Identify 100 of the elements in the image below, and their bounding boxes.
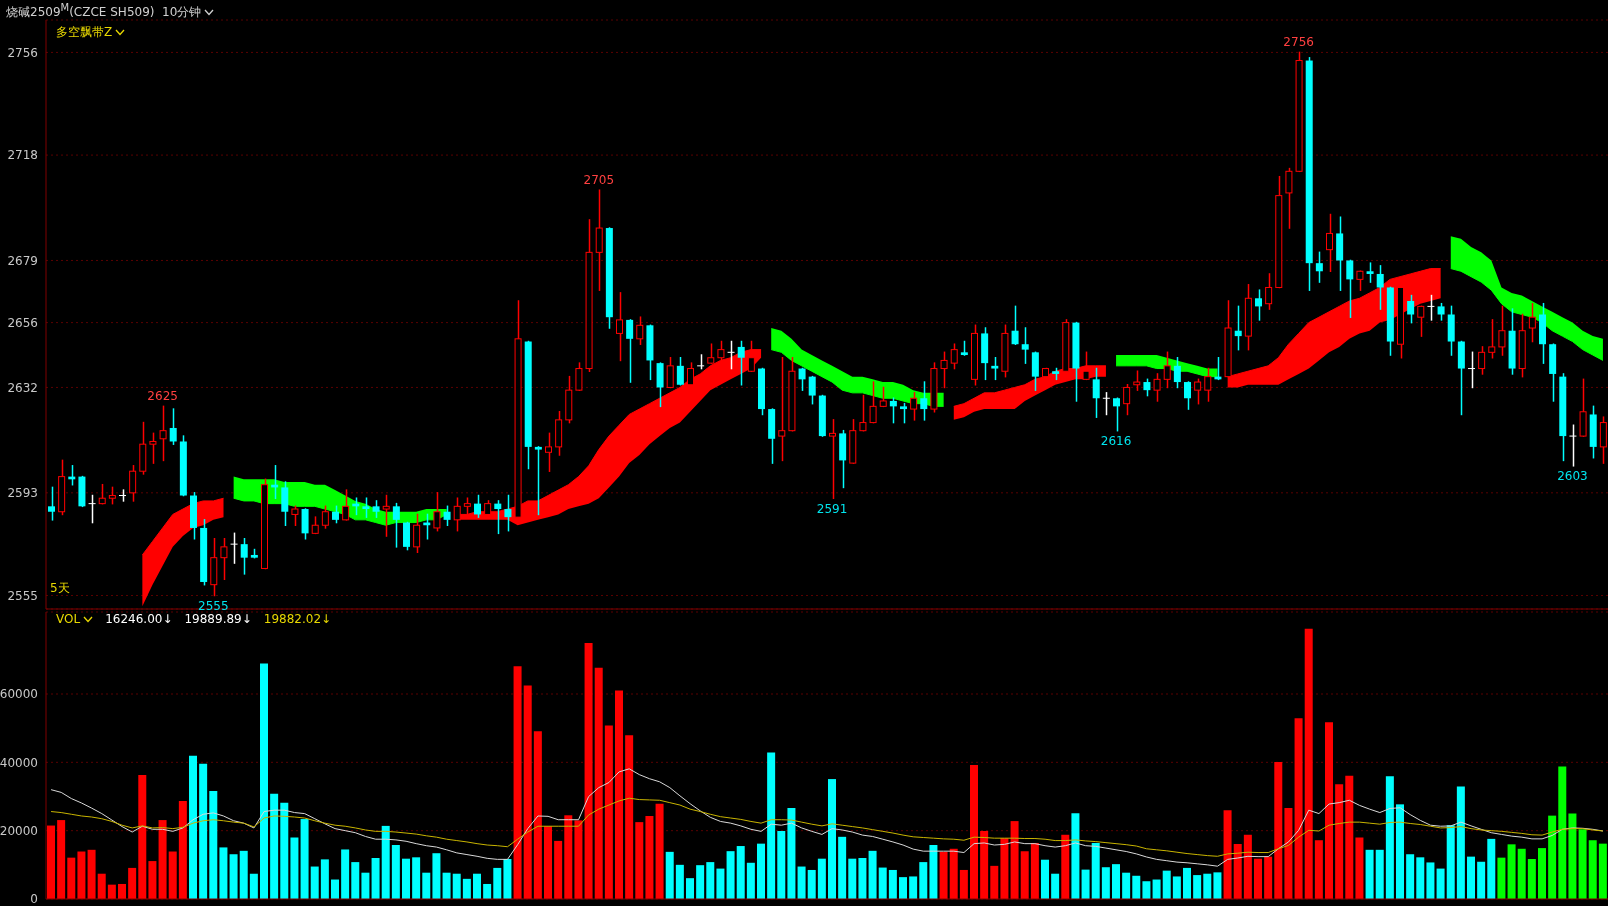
bar [361, 872, 370, 899]
bar [1294, 718, 1303, 899]
bar [1406, 854, 1415, 899]
candlestick [595, 189, 603, 291]
bar [716, 868, 725, 899]
bar [229, 854, 238, 899]
annotation: 2616 [1100, 434, 1132, 449]
bar [564, 815, 573, 899]
bar [1071, 813, 1080, 899]
bar [686, 878, 694, 899]
bar [1598, 843, 1607, 899]
candlestick [727, 340, 736, 370]
candlestick [889, 397, 897, 424]
y-tick-label: 20000 [0, 823, 38, 838]
bar [473, 873, 481, 899]
bar [371, 858, 380, 899]
bar [1345, 775, 1354, 899]
bar [604, 725, 613, 899]
annotation: 2555 [198, 599, 229, 614]
bar [1193, 875, 1202, 899]
annotation: 2756 [1283, 35, 1314, 50]
bar [1568, 813, 1577, 899]
bar [1517, 848, 1526, 899]
bar [249, 873, 258, 899]
bar [97, 873, 106, 899]
bar [1152, 879, 1161, 899]
bar [1507, 844, 1516, 899]
bar [1588, 840, 1597, 899]
candlestick [88, 494, 97, 524]
bar [1314, 840, 1323, 899]
bar [452, 873, 461, 899]
bar [1254, 858, 1262, 899]
bar [138, 774, 147, 899]
bar [1304, 628, 1313, 899]
bar [219, 847, 228, 899]
candlestick [1173, 356, 1181, 389]
y-tick-label: 2656 [7, 315, 38, 330]
bar [1325, 722, 1333, 899]
y-tick-label: 2555 [7, 588, 38, 603]
annotation: 5天 [50, 581, 70, 595]
bar [57, 820, 66, 899]
bar [645, 815, 654, 899]
candlestick [1376, 265, 1384, 310]
candlestick [991, 356, 999, 381]
bar [77, 851, 86, 899]
bar [1061, 834, 1070, 899]
annotation: 19882.02↓ [263, 612, 332, 626]
text: 多空飘带Z [56, 25, 113, 39]
bar [1132, 875, 1141, 899]
bar [929, 845, 938, 899]
bar [1274, 761, 1283, 899]
bar [899, 877, 907, 899]
candlestick [443, 505, 451, 526]
candlestick [676, 356, 684, 386]
candlestick [1092, 367, 1100, 418]
bar [168, 851, 177, 899]
bar [726, 851, 735, 899]
bar [320, 859, 329, 899]
bar [990, 865, 999, 899]
bar [888, 869, 897, 899]
bar [1183, 867, 1191, 899]
candlestick [169, 408, 177, 445]
candlestick [1467, 351, 1476, 389]
candlestick [1315, 251, 1323, 283]
bar [148, 861, 157, 899]
candlestick [230, 532, 239, 564]
bar [675, 864, 684, 899]
candlestick [808, 375, 816, 405]
candlestick [798, 367, 806, 391]
bar [331, 879, 339, 899]
bar [1365, 849, 1374, 899]
annotation: 2591 [816, 501, 848, 516]
bar [970, 765, 978, 899]
bar [777, 831, 786, 899]
bar [67, 857, 76, 899]
candlestick [504, 494, 512, 532]
bar [797, 866, 806, 899]
candlestick [392, 502, 400, 548]
bar [199, 763, 208, 899]
bar [696, 865, 705, 899]
bar [422, 872, 431, 899]
bar [1477, 861, 1486, 899]
y-tick-label: 2718 [7, 148, 38, 163]
bar [1497, 857, 1506, 899]
bar [1335, 784, 1344, 899]
candlestick [616, 292, 623, 362]
bar [848, 858, 857, 899]
bar [178, 800, 187, 899]
bar [412, 857, 421, 899]
bar [1122, 872, 1131, 899]
bar [736, 846, 745, 899]
bar [442, 872, 451, 899]
chart-title: 烧碱2509$^{M}$(CZCE SH509) 10分钟 [6, 2, 202, 19]
bar [300, 819, 309, 899]
annotation: 2705 [583, 173, 615, 188]
bar [1101, 867, 1110, 899]
bar [1112, 864, 1120, 899]
candlestick [494, 500, 502, 535]
bar [1223, 810, 1232, 899]
candlestick [1568, 424, 1577, 467]
